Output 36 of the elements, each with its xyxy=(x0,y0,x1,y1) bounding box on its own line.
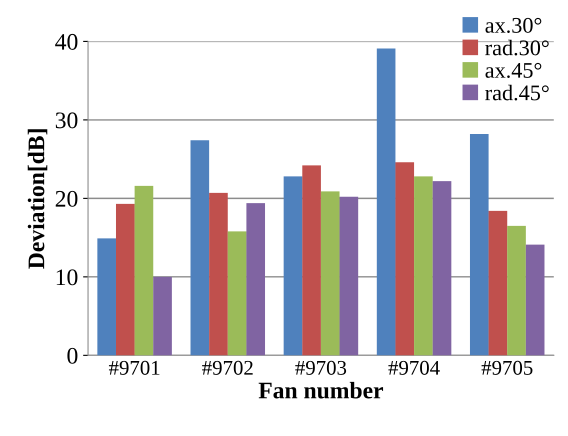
bar xyxy=(134,186,154,356)
bar xyxy=(116,204,135,356)
bar xyxy=(97,238,116,356)
x-tick-label: #9705 xyxy=(482,360,532,375)
bar xyxy=(470,134,489,356)
bar xyxy=(526,244,544,356)
bar xyxy=(190,140,210,356)
bar xyxy=(320,191,340,356)
legend-label: rad.45° xyxy=(485,84,549,100)
bar xyxy=(209,192,228,356)
y-tick-label: 10 xyxy=(56,269,78,286)
y-tick-label: 0 xyxy=(67,348,78,364)
legend-label: ax.45° xyxy=(486,62,542,78)
legend-label: ax.30° xyxy=(486,18,542,33)
x-tick-label: #9701 xyxy=(108,360,160,375)
y-tick-label: 30 xyxy=(56,112,78,128)
bar xyxy=(153,276,172,356)
bar xyxy=(284,176,302,356)
x-tick-label: #9703 xyxy=(295,360,346,375)
legend-label: rad.30° xyxy=(485,40,549,56)
bar xyxy=(507,226,526,356)
x-tick-label: #9704 xyxy=(388,360,440,375)
bar xyxy=(246,203,266,356)
x-axis-title: Fan number xyxy=(258,382,384,399)
bar xyxy=(432,181,452,356)
bar xyxy=(376,48,396,356)
bar xyxy=(488,210,508,356)
x-tick-label: #9702 xyxy=(202,360,253,375)
y-tick-label: 40 xyxy=(55,34,78,50)
y-tick-label: 20 xyxy=(56,190,78,207)
bar xyxy=(340,196,358,356)
bar xyxy=(302,165,321,356)
bar xyxy=(414,176,433,356)
y-axis-title: Deviation[dB] xyxy=(28,129,48,269)
bar xyxy=(395,162,414,356)
bar xyxy=(228,231,246,356)
